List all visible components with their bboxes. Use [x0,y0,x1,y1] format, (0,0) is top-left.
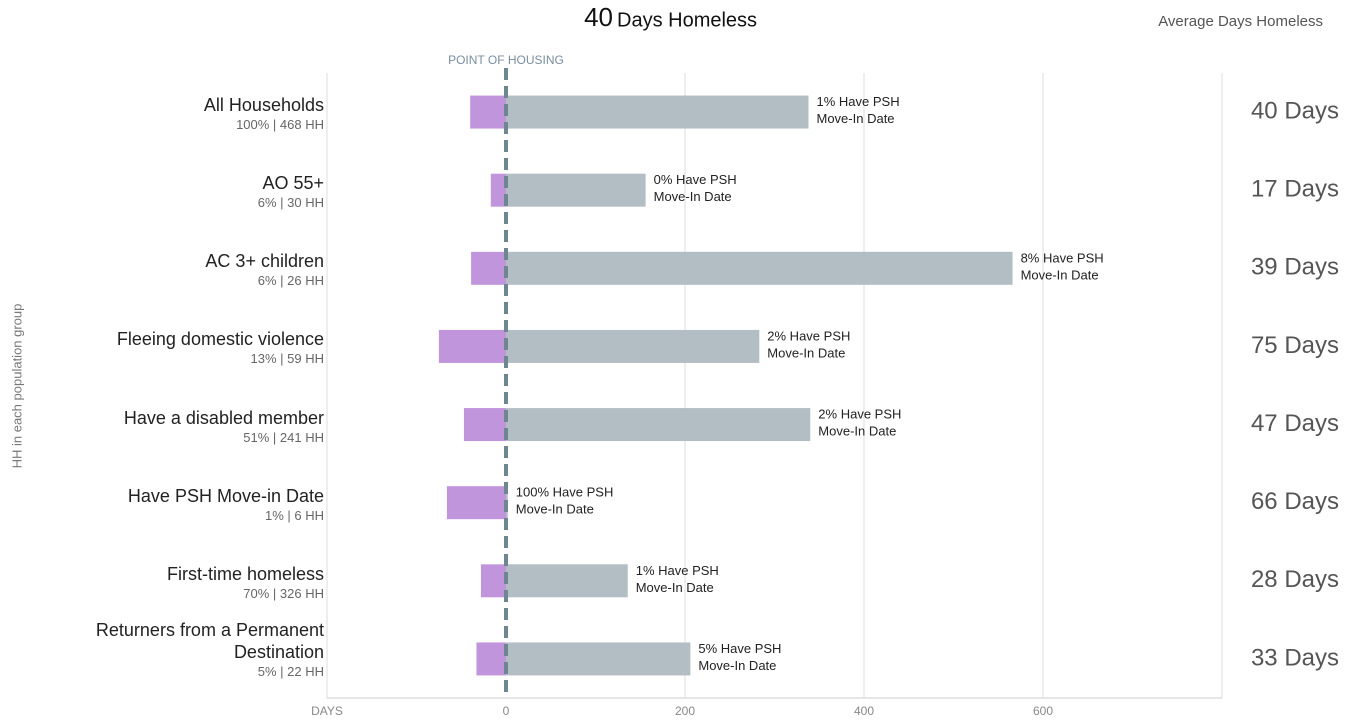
annotation-line: Move-In Date [817,112,895,127]
bar-annotation: 8% Have PSH Move-In Date [1021,251,1104,283]
category-sublabel: 13% | 59 HH [250,351,324,367]
category-sublabel: 5% | 22 HH [257,663,324,679]
right-header: Average Days Homeless [1158,13,1323,30]
bar [438,329,506,363]
x-tick-label: DAYS [311,704,343,718]
annotation-line: 2% Have PSH [767,329,850,344]
category-name: First-time homeless [166,563,324,584]
bar-annotation: 2% Have PSH Move-In Date [767,329,850,361]
bar [506,251,1013,285]
x-tick-label: 600 [1033,704,1053,718]
bar-annotation: 1% Have PSH Move-In Date [817,95,900,127]
bar-annotation: 100% Have PSH Move-In Date [516,485,614,517]
annotation-line: 1% Have PSH [636,563,719,578]
row-value: 40 Days [1251,97,1339,124]
annotation-line: Move-In Date [818,424,896,439]
category-name: Fleeing domestic violence [116,329,324,350]
bar [476,642,506,676]
bar [471,251,506,285]
bar [490,173,506,207]
bar [480,564,506,598]
zero-label: POINT OF HOUSING [448,53,564,67]
category-sublabel: 100% | 468 HH [236,117,324,133]
annotation-line: Move-In Date [654,190,732,205]
category-label: Fleeing domestic violence 13% | 59 HH [24,328,324,368]
annotation-line: Move-In Date [636,580,714,595]
row-value: 17 Days [1251,176,1339,203]
row-value: 47 Days [1251,410,1339,437]
row-value: 66 Days [1251,488,1339,515]
annotation-line: 8% Have PSH [1021,251,1104,266]
annotation-line: Move-In Date [767,346,845,361]
annotation-line: 1% Have PSH [817,95,900,110]
category-label: All Households 100% | 468 HH [24,94,324,134]
row-value: 33 Days [1251,644,1339,671]
annotation-line: Move-In Date [698,658,776,673]
x-tick-label: 0 [503,704,510,718]
annotation-line: Move-In Date [516,502,594,517]
category-sublabel: 1% | 6 HH [264,507,324,523]
category-label: Have PSH Move-in Date 1% | 6 HH [24,485,324,525]
bar [506,173,646,207]
category-name: Have PSH Move-in Date [127,485,324,506]
category-sublabel: 70% | 326 HH [243,585,324,601]
x-tick-label: 400 [854,704,874,718]
category-name: Returners from a Permanent Destination [95,619,324,662]
category-label: Have a disabled member 51% | 241 HH [24,407,324,447]
row-value: 39 Days [1251,254,1339,281]
annotation-line: Move-In Date [1021,268,1099,283]
bar [506,408,811,442]
bar [470,95,506,129]
annotation-line: 2% Have PSH [818,407,901,422]
category-name: AC 3+ children [205,251,324,272]
category-label: AC 3+ children 6% | 26 HH [24,250,324,290]
bar [506,329,760,363]
category-name: Have a disabled member [123,407,324,428]
bar [506,564,628,598]
category-sublabel: 6% | 26 HH [257,273,324,289]
category-label: Returners from a Permanent Destination 5%… [24,619,324,681]
annotation-line: 5% Have PSH [698,641,781,656]
row-value: 28 Days [1251,566,1339,593]
bar [463,408,506,442]
bar-annotation: 0% Have PSH Move-In Date [654,173,737,205]
category-sublabel: 51% | 241 HH [243,429,324,445]
bar [506,95,809,129]
title-value: 40 [584,2,613,32]
category-name: AO 55+ [262,173,324,194]
category-sublabel: 6% | 30 HH [257,195,324,211]
bar-annotation: 5% Have PSH Move-In Date [698,641,781,673]
category-name: All Households [203,95,324,116]
annotation-line: 100% Have PSH [516,485,614,500]
row-value: 75 Days [1251,332,1339,359]
y-axis-label: HH in each population group [9,304,24,469]
bar [506,642,691,676]
x-tick-label: 200 [675,704,695,718]
chart-title: Days Homeless [617,9,757,31]
annotation-line: 0% Have PSH [654,173,737,188]
category-label: AO 55+ 6% | 30 HH [24,172,324,212]
category-label: First-time homeless 70% | 326 HH [24,563,324,603]
bar-annotation: 1% Have PSH Move-In Date [636,563,719,595]
bar [446,486,506,520]
bar-annotation: 2% Have PSH Move-In Date [818,407,901,439]
